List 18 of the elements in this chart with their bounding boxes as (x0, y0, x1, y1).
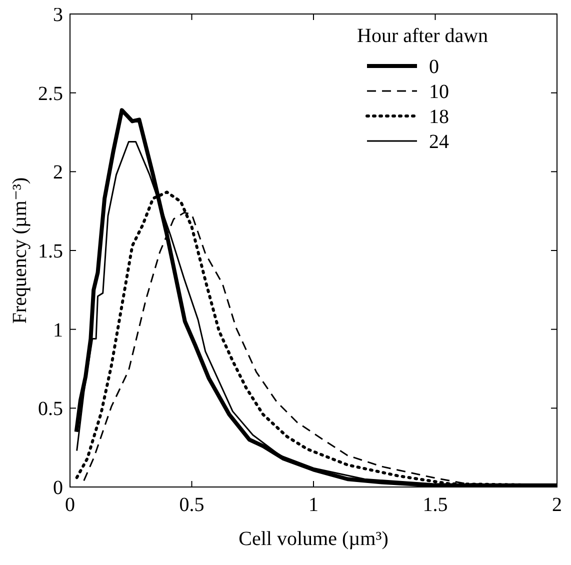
y-tick-label: 2 (53, 162, 63, 184)
y-axis-title: Frequency (µm⁻³) (9, 177, 31, 324)
legend-label: 24 (429, 131, 449, 153)
x-tick-label: 2 (552, 494, 562, 516)
legend-label: 0 (429, 56, 439, 78)
x-tick-label: 1 (308, 494, 318, 516)
y-tick-label: 1 (53, 319, 63, 342)
y-tick-label: 1.5 (38, 240, 63, 262)
x-tick-label: 1.5 (422, 494, 448, 516)
y-tick-label: 2.5 (38, 82, 63, 105)
legend-label: 18 (429, 106, 449, 128)
x-tick-label: 0.5 (179, 494, 204, 516)
y-tick-label: 0 (53, 477, 63, 499)
legend-label: 10 (429, 81, 449, 103)
y-tick-label: 3 (53, 4, 63, 26)
x-axis-title: Cell volume (µm³) (238, 528, 388, 550)
legend-title: Hour after dawn (357, 25, 488, 47)
y-tick-label: 0.5 (38, 398, 63, 420)
